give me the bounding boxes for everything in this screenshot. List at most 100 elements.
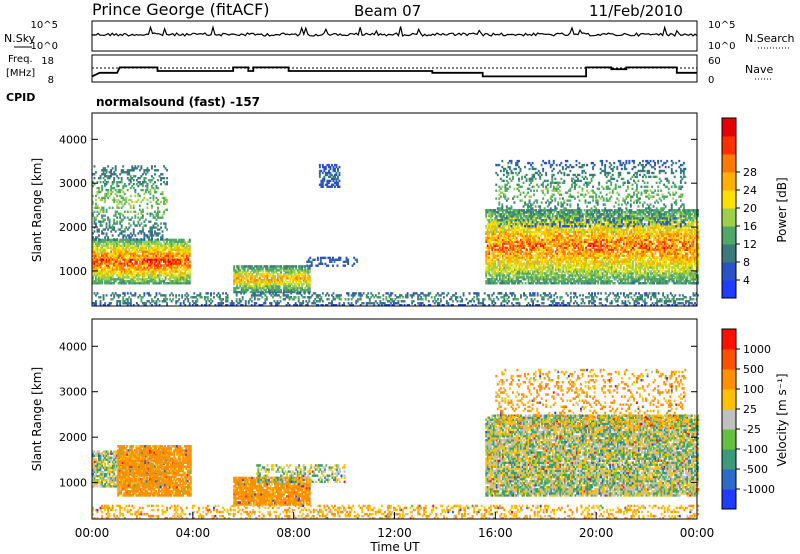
heatmap-cell [242, 265, 245, 268]
heatmap-cell [503, 213, 506, 216]
heatmap-cell [122, 264, 125, 267]
heatmap-cell [96, 240, 99, 243]
heatmap-cell [95, 278, 97, 281]
heatmap-cell [99, 220, 102, 223]
heatmap-cell [305, 269, 308, 272]
heatmap-cell [129, 242, 132, 245]
heatmap-cell [125, 272, 128, 275]
heatmap-cell [178, 256, 181, 259]
heatmap-cell [123, 276, 126, 279]
heatmap-cell [286, 265, 289, 268]
heatmap-cell [491, 280, 494, 283]
heatmap-cell [125, 248, 128, 251]
heatmap-cell [107, 188, 110, 192]
heatmap-cell [163, 212, 166, 215]
heatmap-cell [151, 258, 153, 261]
heatmap-cell [164, 183, 167, 186]
heatmap-cell [110, 186, 113, 190]
heatmap-cell [245, 275, 248, 278]
heatmap-cell [138, 181, 141, 184]
heatmap-cell [512, 232, 515, 236]
heatmap-cell [514, 234, 516, 238]
heatmap-cell [237, 273, 240, 276]
heatmap-cell [166, 169, 169, 172]
heatmap-cell [500, 238, 503, 242]
heatmap-cell [517, 272, 519, 275]
heatmap-cell [175, 282, 178, 285]
heatmap-cell [132, 222, 135, 225]
heatmap-cell [495, 272, 498, 275]
heatmap-cell [154, 230, 156, 233]
heatmap-cell [113, 278, 116, 281]
heatmap-cell [129, 186, 132, 190]
heatmap-cell [334, 163, 336, 167]
heatmap-cell [316, 258, 319, 261]
heatmap-cell [503, 250, 506, 253]
heatmap-cell [509, 266, 512, 269]
heatmap-cell [128, 272, 131, 275]
heatmap-cell [292, 286, 295, 290]
heatmap-cell [185, 248, 188, 251]
heatmap-cell [277, 283, 279, 286]
heatmap-cell [137, 220, 140, 223]
heatmap-cell [164, 260, 167, 263]
heatmap-cell [140, 266, 143, 269]
heatmap-cell [114, 240, 117, 243]
heatmap-cell [324, 165, 327, 169]
heatmap-cell [184, 264, 187, 267]
heatmap-cell [163, 181, 166, 184]
heatmap-cell [494, 270, 497, 273]
heatmap-cell [514, 220, 516, 224]
heatmap-cell [108, 171, 111, 174]
heatmap-cell [96, 186, 99, 190]
heatmap-cell [328, 185, 330, 188]
heatmap-cell [509, 246, 512, 249]
heatmap-cell [491, 250, 494, 253]
heatmap-cell [498, 209, 501, 212]
heatmap-cell [491, 234, 494, 238]
heatmap-cell [125, 262, 128, 265]
heatmap-cell [123, 210, 126, 213]
frequency-panel: Freq. [MHz] 18 8 60 0 Nave CPID normalso… [6, 54, 773, 109]
heatmap-cell [98, 177, 100, 180]
heatmap-cell [98, 240, 100, 243]
heatmap-cell [160, 250, 163, 253]
heatmap-cell [515, 240, 518, 243]
heatmap-cell [290, 290, 293, 294]
heatmap-cell [501, 268, 504, 271]
heatmap-cell [517, 234, 519, 238]
heatmap-cell [151, 262, 153, 265]
heatmap-cell [96, 190, 99, 194]
heatmap-cell [498, 242, 501, 245]
heatmap-cell [514, 274, 516, 277]
heatmap-cell [494, 220, 497, 224]
heatmap-cell [146, 254, 149, 257]
heatmap-cell [155, 266, 158, 269]
heatmap-cell [511, 268, 513, 271]
heatmap-cell [129, 280, 132, 283]
heatmap-cell [144, 256, 147, 259]
heatmap-cell [511, 280, 513, 283]
heatmap-cell [504, 254, 507, 257]
heatmap-cell [93, 260, 96, 263]
heatmap-cell [117, 256, 120, 259]
heatmap-cell [187, 254, 190, 257]
heatmap-cell [137, 258, 140, 261]
heatmap-cell [96, 250, 99, 253]
heatmap-cell [141, 188, 144, 192]
heatmap-cell [494, 274, 497, 277]
heatmap-cell [514, 209, 516, 212]
heatmap-cell [182, 268, 185, 271]
heatmap-cell [143, 224, 146, 227]
heatmap-cell [491, 248, 494, 251]
heatmap-cell [182, 272, 185, 275]
heatmap-cell [304, 290, 307, 294]
heatmap-cell [158, 254, 161, 257]
heatmap-cell [234, 281, 237, 284]
heatmap-cell [132, 268, 135, 271]
heatmap-cell [151, 252, 153, 255]
heatmap-cell [498, 276, 501, 279]
heatmap-cell [140, 188, 143, 192]
heatmap-cell [272, 273, 275, 276]
heatmap-cell [141, 173, 144, 176]
